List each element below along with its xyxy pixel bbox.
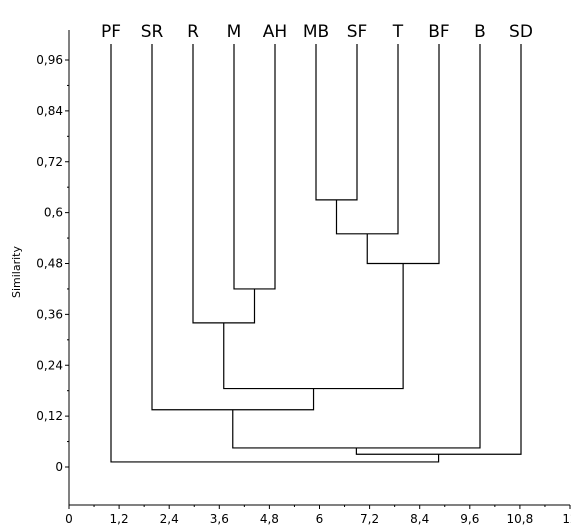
- axes: [68, 30, 570, 506]
- y-tick-label: 0: [55, 460, 63, 474]
- dendrogram-branch: [335, 44, 399, 235]
- dendrogram-branch: [223, 263, 404, 390]
- x-tick-label: 8,4: [410, 512, 429, 526]
- x-tick-label: 9,6: [460, 512, 479, 526]
- leaf-label: T: [392, 22, 404, 42]
- branch-group: [110, 44, 522, 463]
- y-tick-label: 0,6: [44, 206, 63, 220]
- x-tick-label: 2,4: [160, 512, 179, 526]
- y-tick-label: 0,72: [36, 155, 63, 169]
- leaf-label-group: PF SR R M AH MB SF T BF B SD: [101, 22, 533, 42]
- y-tick-label: 0,24: [36, 358, 63, 372]
- y-tick-label: 0,12: [36, 409, 63, 423]
- x-tick-label: 12: [562, 512, 571, 526]
- dendrogram-branch: [366, 44, 440, 265]
- x-tick-label: 6: [316, 512, 324, 526]
- x-tick-label: 3,6: [210, 512, 229, 526]
- x-tick-label: 1,2: [110, 512, 129, 526]
- leaf-label: SD: [509, 22, 533, 42]
- leaf-label: B: [474, 22, 486, 42]
- x-tick-label: 7,2: [360, 512, 379, 526]
- leaf-label: SF: [347, 22, 368, 42]
- dendrogram-branch: [233, 44, 276, 290]
- dendrogram-branch: [315, 44, 358, 201]
- leaf-label: SR: [141, 22, 164, 42]
- dendrogram-branch: [110, 44, 440, 463]
- leaf-label: AH: [263, 22, 287, 42]
- leaf-label: MB: [303, 22, 329, 42]
- x-tick-label: 0: [65, 512, 73, 526]
- leaf-label: BF: [428, 22, 449, 42]
- dendrogram-branch: [355, 44, 522, 455]
- tick-group: 0 0,12 0,24 0,36 0,48 0,6 0,72 0,84 0,96 0 1,2 2,4 3…: [36, 53, 571, 526]
- leaf-label: R: [187, 22, 199, 42]
- dendrogram-branch: [232, 44, 481, 449]
- x-tick-label: 10,8: [507, 512, 534, 526]
- dendrogram-branch: [192, 44, 256, 324]
- y-axis-title: Similarity: [10, 246, 23, 298]
- y-tick-label: 0,96: [36, 53, 63, 67]
- y-tick-label: 0,84: [36, 104, 63, 118]
- leaf-label: M: [227, 22, 242, 42]
- y-tick-label: 0,36: [36, 307, 63, 321]
- dendrogram-branch: [151, 44, 315, 411]
- y-tick-label: 0,48: [36, 257, 63, 271]
- leaf-label: PF: [101, 22, 121, 42]
- x-tick-label: 4,8: [260, 512, 279, 526]
